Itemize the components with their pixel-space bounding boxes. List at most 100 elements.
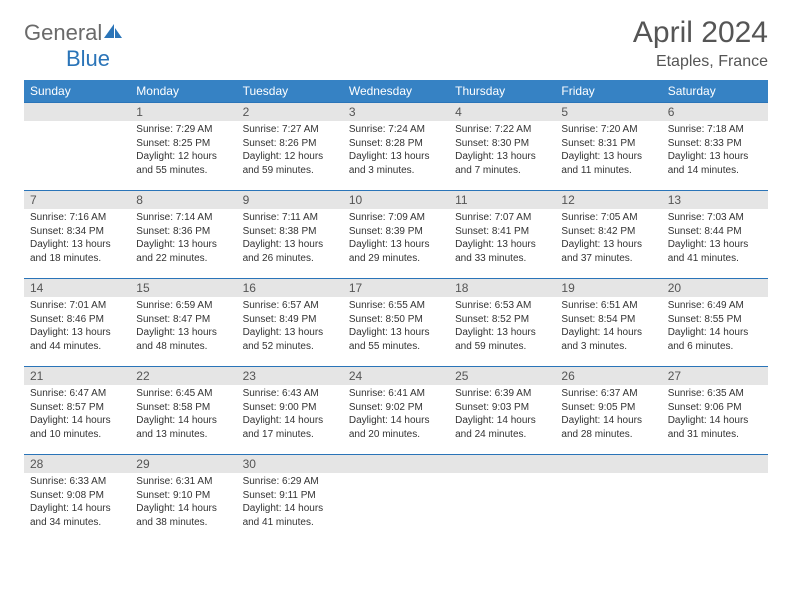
day-cell: 17Sunrise: 6:55 AMSunset: 8:50 PMDayligh… (343, 278, 449, 366)
day-cell: 26Sunrise: 6:37 AMSunset: 9:05 PMDayligh… (555, 366, 661, 454)
day-number: 19 (555, 278, 661, 297)
day-cell: 6Sunrise: 7:18 AMSunset: 8:33 PMDaylight… (662, 102, 768, 190)
day-number: 25 (449, 366, 555, 385)
calendar-row: 7Sunrise: 7:16 AMSunset: 8:34 PMDaylight… (24, 190, 768, 278)
day-number: 12 (555, 190, 661, 209)
day-details: Sunrise: 6:43 AMSunset: 9:00 PMDaylight:… (237, 385, 343, 445)
day-cell: 1Sunrise: 7:29 AMSunset: 8:25 PMDaylight… (130, 102, 236, 190)
month-title: April 2024 (633, 16, 768, 49)
dayheader-thu: Thursday (449, 80, 555, 102)
day-number: 26 (555, 366, 661, 385)
day-cell: 25Sunrise: 6:39 AMSunset: 9:03 PMDayligh… (449, 366, 555, 454)
day-number: 14 (24, 278, 130, 297)
day-details: Sunrise: 7:20 AMSunset: 8:31 PMDaylight:… (555, 121, 661, 181)
logo: General Blue (24, 20, 122, 72)
day-cell: 11Sunrise: 7:07 AMSunset: 8:41 PMDayligh… (449, 190, 555, 278)
header: General Blue April 2024 Etaples, France (24, 16, 768, 72)
day-details: Sunrise: 7:22 AMSunset: 8:30 PMDaylight:… (449, 121, 555, 181)
day-number: 16 (237, 278, 343, 297)
day-cell: 18Sunrise: 6:53 AMSunset: 8:52 PMDayligh… (449, 278, 555, 366)
day-details: Sunrise: 6:55 AMSunset: 8:50 PMDaylight:… (343, 297, 449, 357)
day-details: Sunrise: 6:41 AMSunset: 9:02 PMDaylight:… (343, 385, 449, 445)
day-details: Sunrise: 6:45 AMSunset: 8:58 PMDaylight:… (130, 385, 236, 445)
calendar-row: 1Sunrise: 7:29 AMSunset: 8:25 PMDaylight… (24, 102, 768, 190)
day-number: 21 (24, 366, 130, 385)
day-details: Sunrise: 6:59 AMSunset: 8:47 PMDaylight:… (130, 297, 236, 357)
day-cell: 22Sunrise: 6:45 AMSunset: 8:58 PMDayligh… (130, 366, 236, 454)
day-cell: 15Sunrise: 6:59 AMSunset: 8:47 PMDayligh… (130, 278, 236, 366)
day-number: 18 (449, 278, 555, 297)
day-details: Sunrise: 6:39 AMSunset: 9:03 PMDaylight:… (449, 385, 555, 445)
day-details: Sunrise: 7:16 AMSunset: 8:34 PMDaylight:… (24, 209, 130, 269)
day-cell: 27Sunrise: 6:35 AMSunset: 9:06 PMDayligh… (662, 366, 768, 454)
day-number: 6 (662, 102, 768, 121)
day-cell: 16Sunrise: 6:57 AMSunset: 8:49 PMDayligh… (237, 278, 343, 366)
day-cell: 2Sunrise: 7:27 AMSunset: 8:26 PMDaylight… (237, 102, 343, 190)
day-details: Sunrise: 7:29 AMSunset: 8:25 PMDaylight:… (130, 121, 236, 181)
title-block: April 2024 Etaples, France (633, 16, 768, 71)
calendar-row: 14Sunrise: 7:01 AMSunset: 8:46 PMDayligh… (24, 278, 768, 366)
day-details: Sunrise: 7:03 AMSunset: 8:44 PMDaylight:… (662, 209, 768, 269)
day-number: 23 (237, 366, 343, 385)
calendar-row: 28Sunrise: 6:33 AMSunset: 9:08 PMDayligh… (24, 454, 768, 542)
day-details: Sunrise: 6:35 AMSunset: 9:06 PMDaylight:… (662, 385, 768, 445)
dayheader-tue: Tuesday (237, 80, 343, 102)
empty-cell (24, 102, 130, 190)
day-details: Sunrise: 7:07 AMSunset: 8:41 PMDaylight:… (449, 209, 555, 269)
day-number: 8 (130, 190, 236, 209)
day-number: 11 (449, 190, 555, 209)
day-cell: 23Sunrise: 6:43 AMSunset: 9:00 PMDayligh… (237, 366, 343, 454)
day-details: Sunrise: 7:24 AMSunset: 8:28 PMDaylight:… (343, 121, 449, 181)
day-details: Sunrise: 7:14 AMSunset: 8:36 PMDaylight:… (130, 209, 236, 269)
day-number: 13 (662, 190, 768, 209)
day-number: 7 (24, 190, 130, 209)
day-number: 15 (130, 278, 236, 297)
day-cell: 5Sunrise: 7:20 AMSunset: 8:31 PMDaylight… (555, 102, 661, 190)
day-number: 27 (662, 366, 768, 385)
day-number: 22 (130, 366, 236, 385)
calendar-header-row: Sunday Monday Tuesday Wednesday Thursday… (24, 80, 768, 102)
logo-text-part1: General (24, 20, 102, 45)
day-details: Sunrise: 6:51 AMSunset: 8:54 PMDaylight:… (555, 297, 661, 357)
day-cell: 24Sunrise: 6:41 AMSunset: 9:02 PMDayligh… (343, 366, 449, 454)
day-cell: 30Sunrise: 6:29 AMSunset: 9:11 PMDayligh… (237, 454, 343, 542)
day-cell: 3Sunrise: 7:24 AMSunset: 8:28 PMDaylight… (343, 102, 449, 190)
dayheader-sat: Saturday (662, 80, 768, 102)
day-cell: 12Sunrise: 7:05 AMSunset: 8:42 PMDayligh… (555, 190, 661, 278)
day-number: 2 (237, 102, 343, 121)
day-cell: 10Sunrise: 7:09 AMSunset: 8:39 PMDayligh… (343, 190, 449, 278)
dayheader-mon: Monday (130, 80, 236, 102)
day-number: 3 (343, 102, 449, 121)
logo-text-part2: Blue (66, 46, 110, 71)
empty-cell (662, 454, 768, 542)
day-details: Sunrise: 6:53 AMSunset: 8:52 PMDaylight:… (449, 297, 555, 357)
day-number: 28 (24, 454, 130, 473)
day-number: 10 (343, 190, 449, 209)
empty-cell (449, 454, 555, 542)
calendar-body: 1Sunrise: 7:29 AMSunset: 8:25 PMDaylight… (24, 102, 768, 542)
day-cell: 13Sunrise: 7:03 AMSunset: 8:44 PMDayligh… (662, 190, 768, 278)
day-cell: 7Sunrise: 7:16 AMSunset: 8:34 PMDaylight… (24, 190, 130, 278)
day-details: Sunrise: 7:18 AMSunset: 8:33 PMDaylight:… (662, 121, 768, 181)
day-details: Sunrise: 6:57 AMSunset: 8:49 PMDaylight:… (237, 297, 343, 357)
day-number: 17 (343, 278, 449, 297)
day-cell: 14Sunrise: 7:01 AMSunset: 8:46 PMDayligh… (24, 278, 130, 366)
day-number: 9 (237, 190, 343, 209)
day-details: Sunrise: 7:09 AMSunset: 8:39 PMDaylight:… (343, 209, 449, 269)
day-number: 24 (343, 366, 449, 385)
dayheader-sun: Sunday (24, 80, 130, 102)
day-details: Sunrise: 7:27 AMSunset: 8:26 PMDaylight:… (237, 121, 343, 181)
day-cell: 8Sunrise: 7:14 AMSunset: 8:36 PMDaylight… (130, 190, 236, 278)
day-cell: 28Sunrise: 6:33 AMSunset: 9:08 PMDayligh… (24, 454, 130, 542)
day-cell: 29Sunrise: 6:31 AMSunset: 9:10 PMDayligh… (130, 454, 236, 542)
day-details: Sunrise: 6:49 AMSunset: 8:55 PMDaylight:… (662, 297, 768, 357)
day-details: Sunrise: 7:05 AMSunset: 8:42 PMDaylight:… (555, 209, 661, 269)
day-details: Sunrise: 7:01 AMSunset: 8:46 PMDaylight:… (24, 297, 130, 357)
day-number: 5 (555, 102, 661, 121)
empty-cell (555, 454, 661, 542)
dayheader-wed: Wednesday (343, 80, 449, 102)
day-number: 4 (449, 102, 555, 121)
day-cell: 4Sunrise: 7:22 AMSunset: 8:30 PMDaylight… (449, 102, 555, 190)
day-details: Sunrise: 6:29 AMSunset: 9:11 PMDaylight:… (237, 473, 343, 533)
location: Etaples, France (633, 53, 768, 71)
